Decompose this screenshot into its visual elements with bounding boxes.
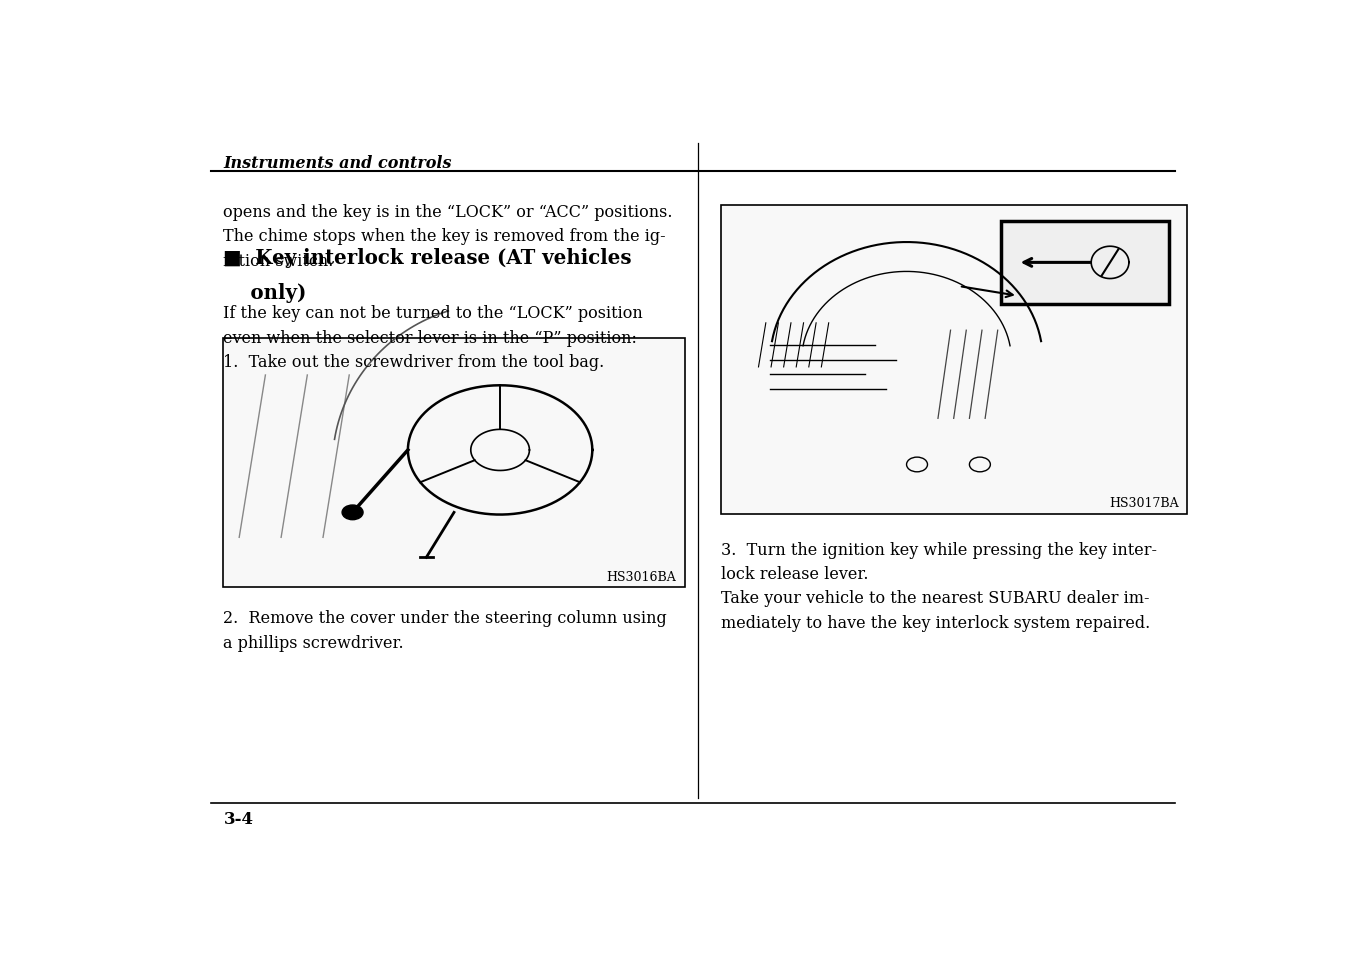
Text: a phillips screwdriver.: a phillips screwdriver.	[223, 634, 404, 651]
Text: 1.  Take out the screwdriver from the tool bag.: 1. Take out the screwdriver from the too…	[223, 354, 604, 371]
Circle shape	[342, 505, 364, 520]
Text: 2.  Remove the cover under the steering column using: 2. Remove the cover under the steering c…	[223, 610, 668, 627]
Text: 3-4: 3-4	[223, 811, 253, 827]
Text: nition switch.: nition switch.	[223, 253, 334, 270]
Bar	[721, 206, 1187, 515]
Text: only): only)	[223, 283, 307, 303]
Text: Instruments and controls: Instruments and controls	[223, 154, 452, 172]
Text: opens and the key is in the “LOCK” or “ACC” positions.: opens and the key is in the “LOCK” or “A…	[223, 204, 673, 221]
Bar	[1000, 221, 1169, 305]
Text: Take your vehicle to the nearest SUBARU dealer im-: Take your vehicle to the nearest SUBARU …	[721, 590, 1149, 607]
Text: lock release lever.: lock release lever.	[721, 566, 869, 582]
Text: 3.  Turn the ignition key while pressing the key inter-: 3. Turn the ignition key while pressing …	[721, 541, 1157, 558]
Bar	[223, 338, 684, 588]
Text: mediately to have the key interlock system repaired.: mediately to have the key interlock syst…	[721, 614, 1151, 631]
Text: The chime stops when the key is removed from the ig-: The chime stops when the key is removed …	[223, 228, 667, 245]
Text: HS3016BA: HS3016BA	[607, 570, 676, 583]
Text: HS3017BA: HS3017BA	[1110, 497, 1179, 510]
Text: If the key can not be turned to the “LOCK” position: If the key can not be turned to the “LOC…	[223, 305, 644, 322]
Text: even when the selector lever is in the “P” position:: even when the selector lever is in the “…	[223, 330, 637, 346]
Text: ■  Key interlock release (AT vehicles: ■ Key interlock release (AT vehicles	[223, 248, 631, 268]
